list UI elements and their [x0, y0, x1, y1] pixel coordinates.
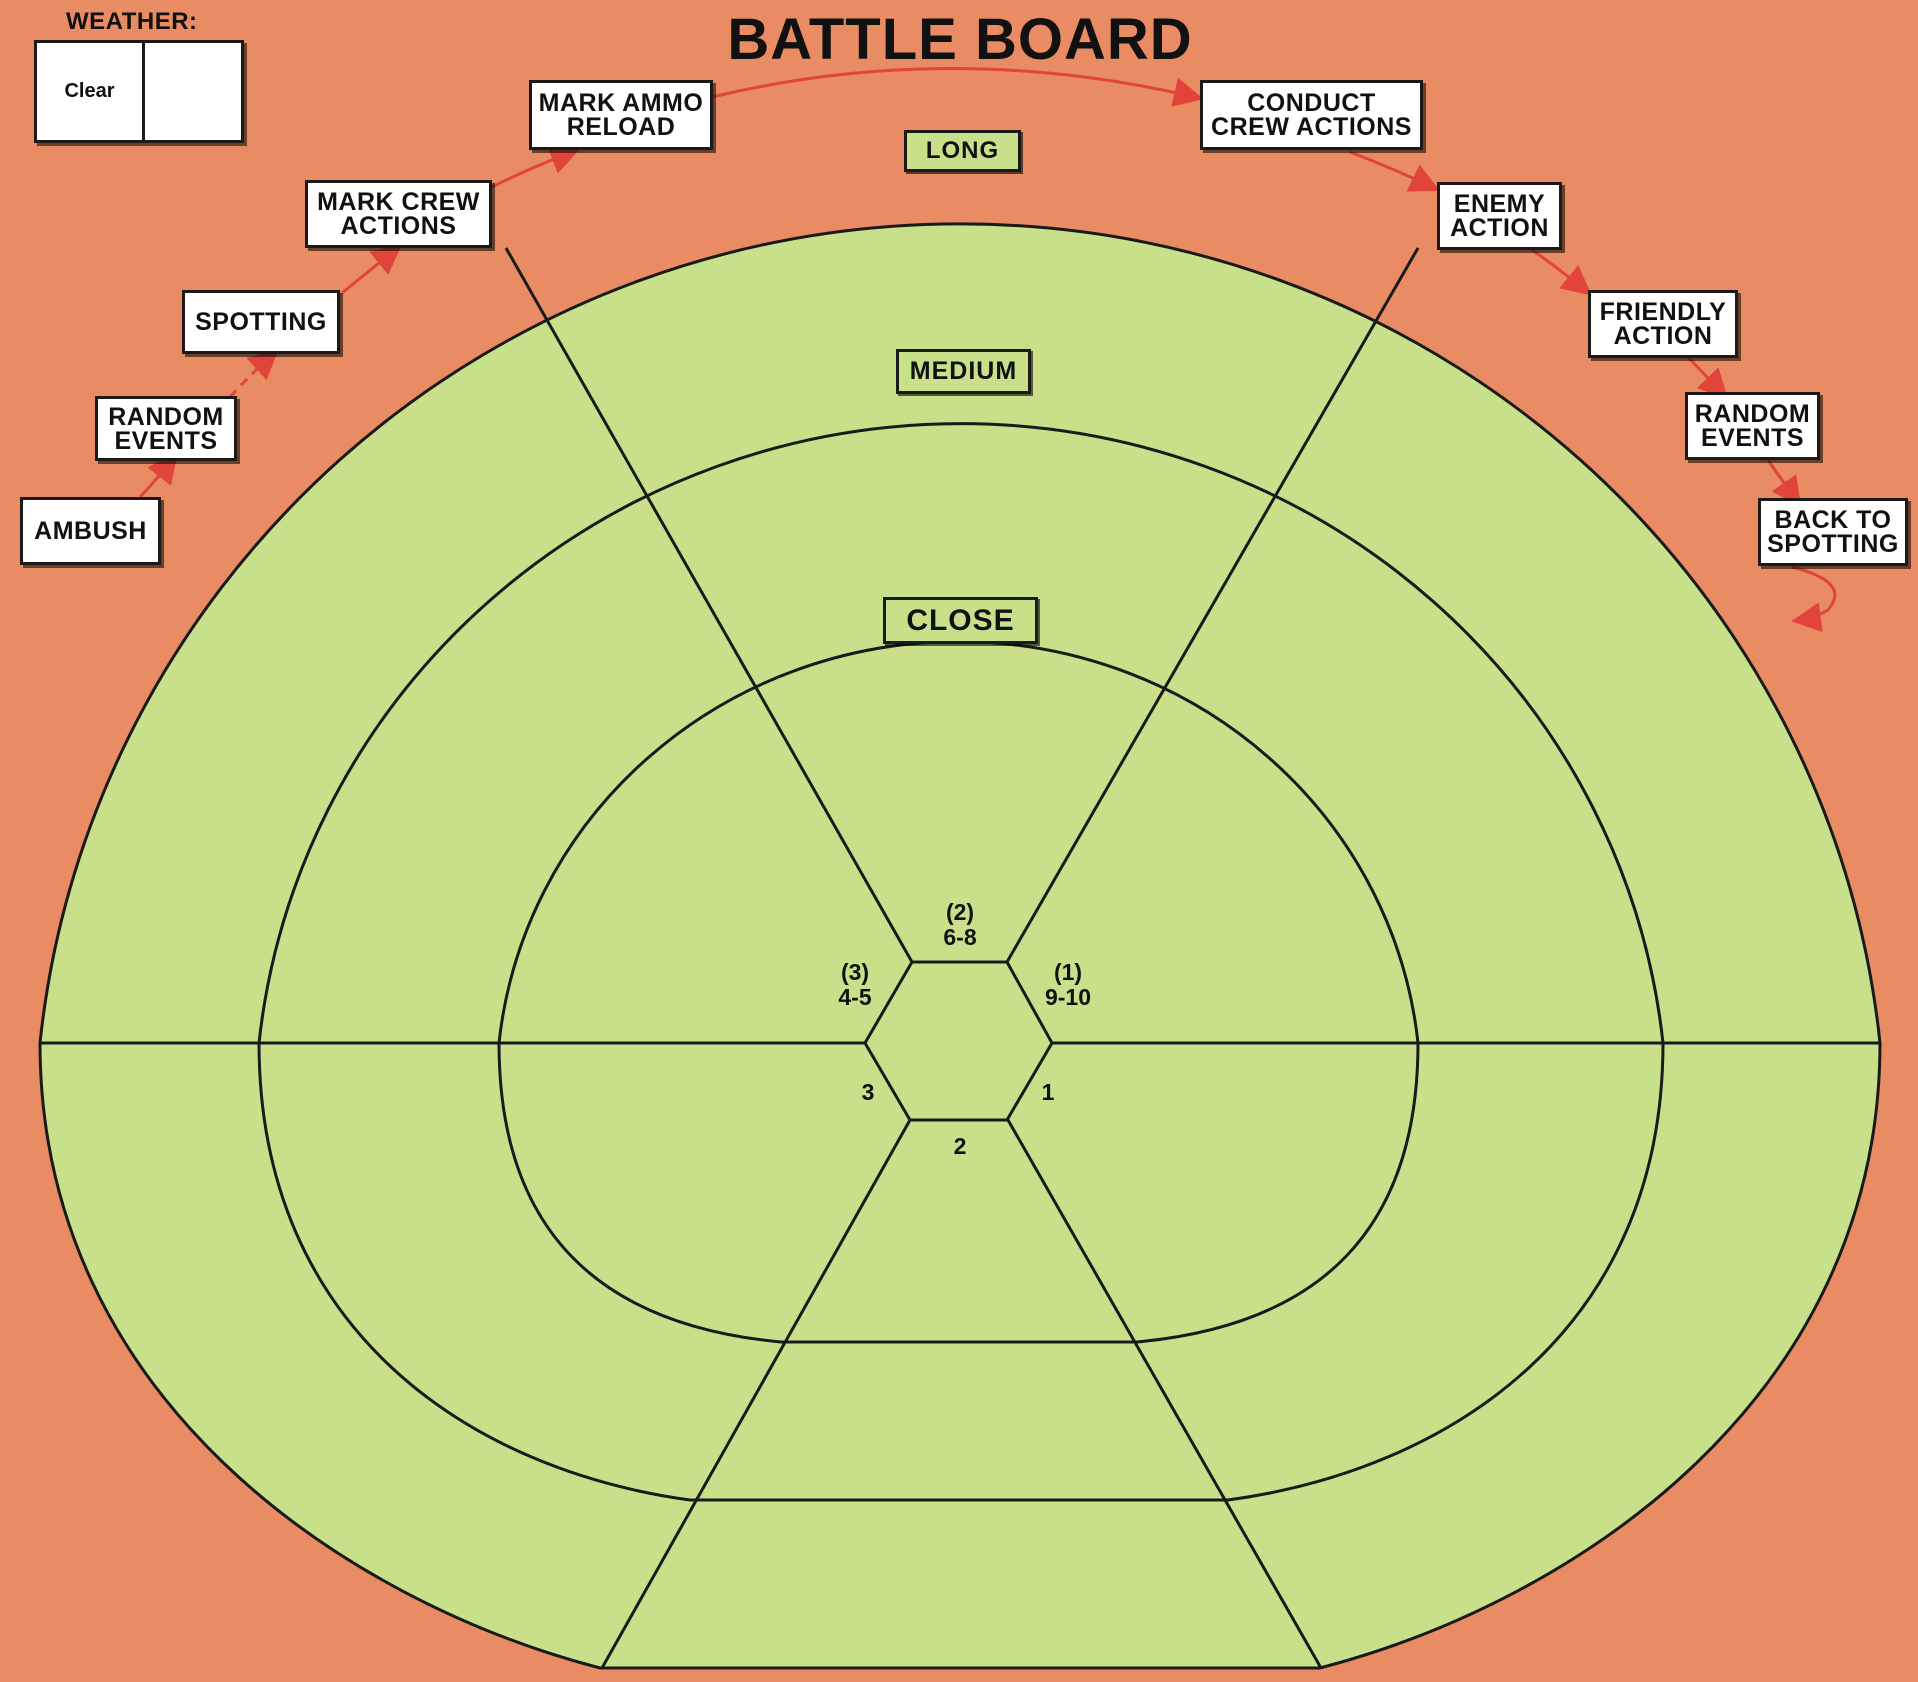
sector-label-front-left: (3) 4-5 — [838, 959, 872, 1010]
step-enemy-action[interactable]: ENEMY ACTION — [1437, 182, 1562, 250]
step-conduct-crew-actions[interactable]: CONDUCT CREW ACTIONS — [1200, 80, 1423, 150]
step-mark-crew-actions[interactable]: MARK CREW ACTIONS — [305, 180, 492, 248]
close-range-ring — [497, 640, 1420, 1344]
sector-lines — [504, 247, 1420, 1669]
step-back-to-spotting[interactable]: BACK TO SPOTTING — [1758, 498, 1908, 566]
step-ambush[interactable]: AMBUSH — [20, 497, 161, 565]
board-title: BATTLE BOARD — [727, 7, 1193, 72]
step-friendly-action[interactable]: FRIENDLY ACTION — [1588, 290, 1738, 358]
sector-label-front: (2) 6-8 — [943, 899, 977, 950]
long-range-zone — [38, 222, 1882, 1670]
medium-range-ring — [257, 422, 1665, 1502]
sector-label-left: 3 — [861, 1079, 875, 1105]
range-label-close: CLOSE — [883, 597, 1038, 644]
step-random-events-1[interactable]: RANDOM EVENTS — [95, 396, 237, 461]
weather-box: Clear — [34, 40, 244, 143]
sequence-arrows — [138, 67, 1837, 633]
range-label-medium: MEDIUM — [896, 349, 1031, 394]
weather-heading: WEATHER: — [66, 8, 198, 35]
sector-label-front-right: (1) 9-10 — [1044, 959, 1092, 1010]
center-hexagon — [863, 960, 1054, 1122]
step-random-events-2[interactable]: RANDOM EVENTS — [1685, 392, 1820, 460]
weather-value[interactable]: Clear — [37, 43, 145, 140]
step-mark-ammo-reload[interactable]: MARK AMMO RELOAD — [529, 80, 713, 150]
step-spotting[interactable]: SPOTTING — [182, 290, 340, 354]
range-label-long: LONG — [904, 130, 1021, 172]
sector-label-right: 1 — [1041, 1079, 1055, 1105]
weather-value-secondary[interactable] — [145, 43, 241, 140]
sector-label-rear: 2 — [953, 1133, 967, 1159]
